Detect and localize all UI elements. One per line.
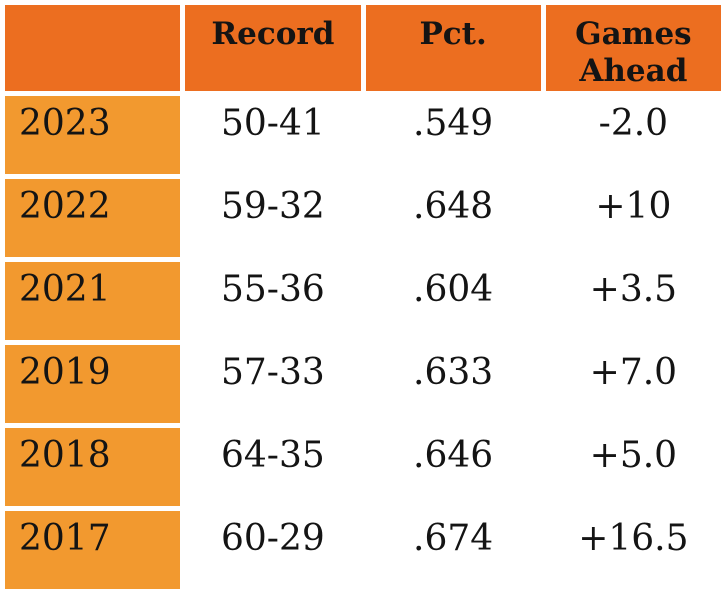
record-column-header: Record xyxy=(185,5,361,91)
year-cell: 2022 xyxy=(5,179,181,257)
games-ahead-cell: +5.0 xyxy=(545,428,721,506)
header-row: Record Pct. Games Ahead xyxy=(5,5,721,91)
table-row: 2017 60-29 .674 +16.5 xyxy=(5,511,721,589)
table-row: 2018 64-35 .646 +5.0 xyxy=(5,428,721,506)
games-ahead-cell: +10 xyxy=(545,179,721,257)
games-ahead-cell: -2.0 xyxy=(545,96,721,174)
games-ahead-cell: +3.5 xyxy=(545,262,721,340)
year-cell: 2019 xyxy=(5,345,181,423)
games-ahead-column-header: Games Ahead xyxy=(545,5,721,91)
record-cell: 50-41 xyxy=(185,96,361,174)
pct-cell: .633 xyxy=(365,345,541,423)
pct-cell: .674 xyxy=(365,511,541,589)
table-row: 2022 59-32 .648 +10 xyxy=(5,179,721,257)
record-cell: 60-29 xyxy=(185,511,361,589)
pct-cell: .604 xyxy=(365,262,541,340)
pct-cell: .646 xyxy=(365,428,541,506)
pct-cell: .648 xyxy=(365,179,541,257)
record-cell: 55-36 xyxy=(185,262,361,340)
games-ahead-cell: +7.0 xyxy=(545,345,721,423)
pct-cell: .549 xyxy=(365,96,541,174)
record-cell: 57-33 xyxy=(185,345,361,423)
year-cell: 2023 xyxy=(5,96,181,174)
table-row: 2021 55-36 .604 +3.5 xyxy=(5,262,721,340)
corner-header-cell xyxy=(5,5,181,91)
games-ahead-cell: +16.5 xyxy=(545,511,721,589)
table-row: 2023 50-41 .549 -2.0 xyxy=(5,96,721,174)
pct-column-header: Pct. xyxy=(365,5,541,91)
year-cell: 2017 xyxy=(5,511,181,589)
year-cell: 2018 xyxy=(5,428,181,506)
record-cell: 64-35 xyxy=(185,428,361,506)
record-cell: 59-32 xyxy=(185,179,361,257)
table-row: 2019 57-33 .633 +7.0 xyxy=(5,345,721,423)
year-cell: 2021 xyxy=(5,262,181,340)
